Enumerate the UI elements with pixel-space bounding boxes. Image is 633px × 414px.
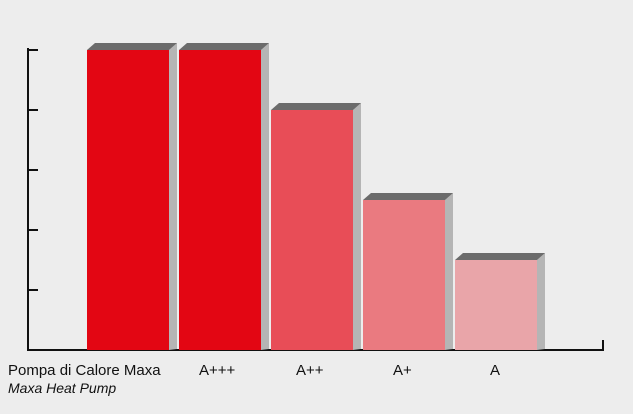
x-tick-label: A+++	[199, 362, 236, 379]
bar-4	[363, 193, 453, 350]
bar-top	[179, 43, 269, 50]
x-tick-label: A	[490, 362, 501, 379]
bar-side	[537, 253, 545, 350]
bar-front	[271, 110, 353, 350]
bars	[87, 43, 545, 350]
x-tick-sublabel: Maxa Heat Pump	[8, 380, 117, 396]
bar-side	[445, 193, 453, 350]
bar-side	[353, 103, 361, 350]
x-tick-label: Pompa di Calore Maxa	[8, 362, 161, 379]
x-tick-label: A++	[296, 362, 324, 379]
y-axis	[27, 48, 38, 351]
bar-top	[363, 193, 453, 200]
bar-side	[169, 43, 177, 350]
bar-top	[271, 103, 361, 110]
bar-top	[455, 253, 545, 260]
bar-front	[87, 50, 169, 350]
bar-2	[179, 43, 269, 350]
bar-top	[87, 43, 177, 50]
bar-3	[271, 103, 361, 350]
bar-side	[261, 43, 269, 350]
x-tick-label: A+	[393, 362, 412, 379]
bar-front	[179, 50, 261, 350]
bar-front	[455, 260, 537, 350]
bar-5	[455, 253, 545, 350]
bar-front	[363, 200, 445, 350]
bar-1	[87, 43, 177, 350]
